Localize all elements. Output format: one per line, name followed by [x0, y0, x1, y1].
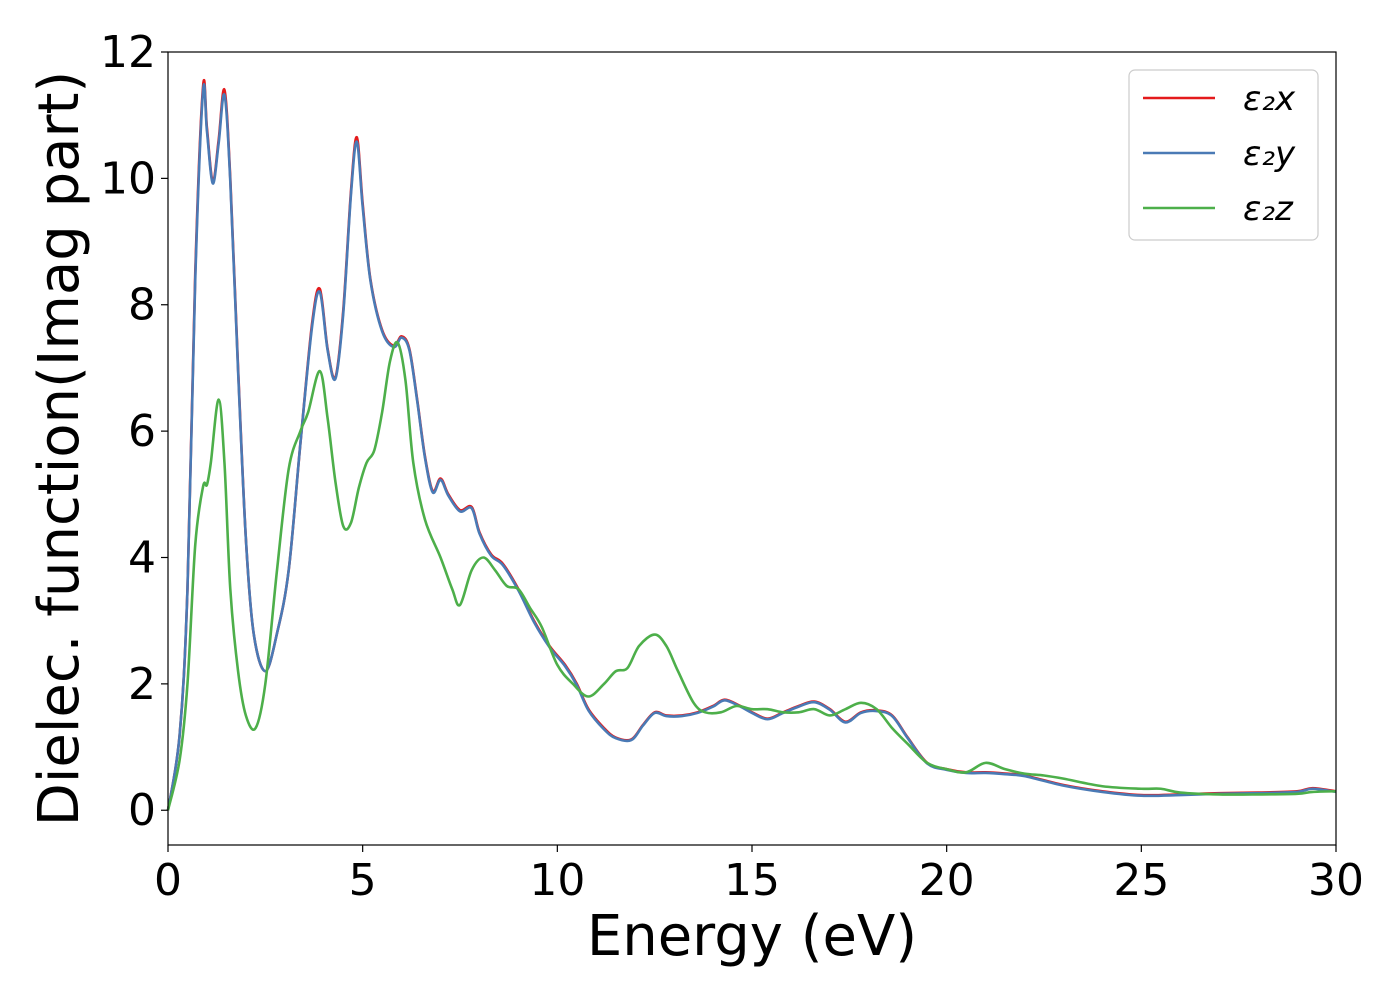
- legend-box: [1128, 69, 1319, 241]
- y-tick-label: 12: [100, 27, 156, 78]
- x-tick-label: 5: [349, 855, 377, 906]
- legend: ε₂x ε₂y ε₂z: [1128, 69, 1319, 241]
- y-tick-label: 2: [128, 659, 156, 710]
- x-axis-title: Energy (eV): [587, 904, 917, 969]
- x-tick-label: 15: [724, 855, 780, 906]
- y-tick-label: 4: [128, 532, 156, 583]
- x-axis: 0 5 10 15 20 25 30: [154, 845, 1364, 906]
- legend-label-2: ε₂y: [1243, 134, 1296, 174]
- y-tick-label: 0: [128, 785, 156, 836]
- y-axis: 0 2 4 6 8 10 12: [100, 27, 168, 836]
- x-tick-label: 30: [1308, 855, 1364, 906]
- series-layer: [166, 78, 1337, 811]
- legend-label-3: ε₂z: [1243, 189, 1294, 229]
- legend-label-1: ε₂x: [1243, 79, 1296, 119]
- y-tick-label: 8: [128, 280, 156, 331]
- series-line-2: [166, 83, 1337, 811]
- y-axis-title: Dielec. function(Imag part): [27, 71, 92, 827]
- x-tick-label: 20: [919, 855, 975, 906]
- series-line-3: [166, 340, 1337, 811]
- y-tick-label: 6: [128, 406, 156, 457]
- x-tick-label: 10: [529, 855, 585, 906]
- y-tick-label: 10: [100, 153, 156, 204]
- x-tick-label: 25: [1113, 855, 1169, 906]
- x-tick-label: 0: [154, 855, 182, 906]
